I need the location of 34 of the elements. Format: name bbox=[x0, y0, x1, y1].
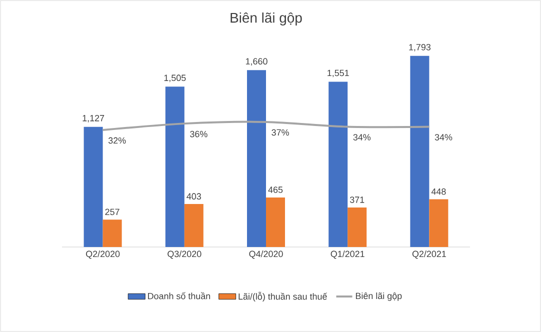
x-tick-label: Q1/2021 bbox=[330, 250, 364, 259]
data-label: 1,505 bbox=[164, 74, 186, 82]
bar bbox=[247, 70, 266, 247]
data-label: 257 bbox=[105, 208, 120, 216]
data-label: 37% bbox=[272, 129, 289, 136]
bar bbox=[266, 197, 285, 247]
chart-title: Biên lãi gộp bbox=[230, 12, 302, 26]
bar bbox=[328, 82, 348, 247]
data-label: 465 bbox=[268, 186, 283, 193]
data-label: 403 bbox=[186, 193, 201, 200]
bar bbox=[84, 126, 103, 247]
data-label: 1,551 bbox=[328, 70, 349, 78]
data-label: 36% bbox=[190, 130, 208, 138]
bar bbox=[429, 199, 448, 247]
bar bbox=[102, 220, 122, 247]
data-label: 34% bbox=[434, 134, 452, 140]
data-label: 1,660 bbox=[246, 58, 268, 66]
x-tick-label: Q3/2020 bbox=[168, 250, 202, 259]
legend-label: Biên lãi gộp bbox=[356, 292, 402, 301]
x-tick-label: Q2/2021 bbox=[412, 250, 446, 259]
data-label: 32% bbox=[108, 137, 126, 144]
legend-label: Doanh số thuần bbox=[148, 292, 210, 300]
bar bbox=[410, 56, 430, 247]
legend-label: Lãi/(lỗ) thuần sau thuế bbox=[238, 292, 328, 302]
x-tick-label: Q4/2020 bbox=[249, 250, 283, 259]
data-label: 1,793 bbox=[409, 44, 431, 52]
bar bbox=[184, 204, 204, 247]
data-label: 448 bbox=[431, 188, 446, 195]
bar bbox=[348, 207, 367, 247]
data-label: 371 bbox=[350, 196, 364, 203]
data-label: 34% bbox=[353, 134, 371, 140]
bar bbox=[165, 86, 184, 247]
data-label: 1,127 bbox=[82, 114, 104, 122]
x-tick-label: Q2/2020 bbox=[86, 250, 120, 259]
